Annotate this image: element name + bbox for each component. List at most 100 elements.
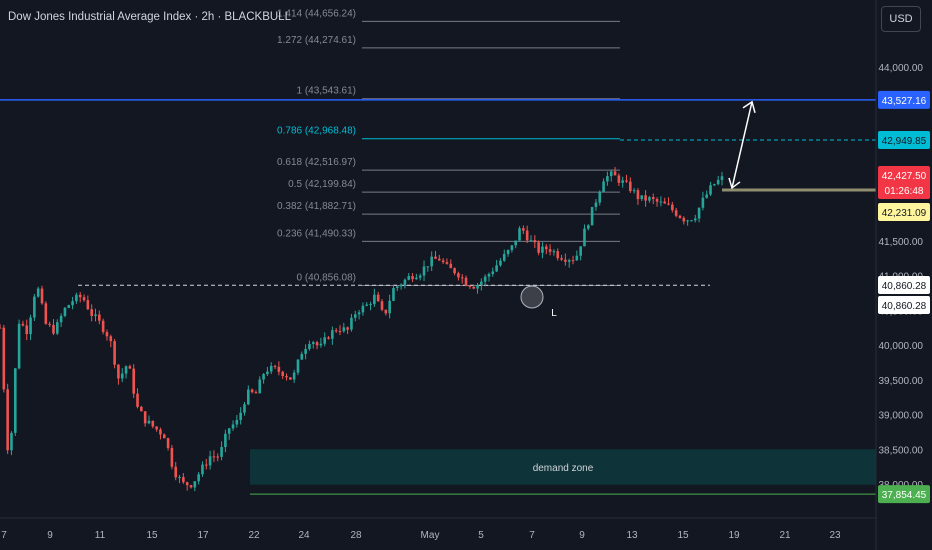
y-axis-tick-label: 40,000.00 <box>879 341 924 352</box>
candle <box>629 181 632 192</box>
y-axis-tick-label: 41,500.00 <box>879 237 924 248</box>
candle <box>502 253 506 261</box>
candle <box>518 228 521 241</box>
candle <box>667 203 670 205</box>
candle <box>235 419 239 425</box>
candle <box>109 336 113 342</box>
candle <box>544 246 548 250</box>
candle <box>609 171 613 177</box>
candle <box>548 249 552 252</box>
price-label-green <box>878 485 930 504</box>
candle <box>533 240 537 243</box>
candle <box>613 171 617 176</box>
candle <box>655 199 659 202</box>
candle <box>709 185 712 195</box>
candle <box>155 426 158 430</box>
candle <box>143 411 147 424</box>
x-axis-tick-label: 7 <box>529 530 535 541</box>
candle <box>285 376 288 378</box>
candle <box>40 288 44 304</box>
candle <box>6 389 9 451</box>
candle <box>67 305 71 308</box>
candle <box>556 251 560 259</box>
candle <box>273 365 277 367</box>
projection-arrow-head <box>742 100 756 114</box>
candle <box>239 412 242 420</box>
candle <box>392 288 395 301</box>
y-axis-tick-label: 44,000.00 <box>879 63 924 74</box>
candle <box>300 353 304 360</box>
candle <box>418 275 422 278</box>
low-marker-circle[interactable] <box>520 285 544 309</box>
candle <box>361 305 365 313</box>
candle <box>564 259 567 262</box>
candle <box>342 327 346 332</box>
candle <box>464 277 468 286</box>
candle <box>128 366 132 369</box>
x-axis-tick-label: May <box>421 530 440 541</box>
candle <box>640 195 644 200</box>
price-label-text: 40,860.28 <box>882 281 927 292</box>
price-label-text: 42,427.50 <box>882 171 927 182</box>
price-label-text: 42,949.85 <box>882 136 927 147</box>
x-axis-tick-label: 24 <box>298 530 310 541</box>
x-axis-tick-label: 28 <box>350 530 362 541</box>
candle <box>583 228 586 247</box>
candle <box>90 309 93 316</box>
candle <box>438 258 441 261</box>
candle <box>369 304 372 306</box>
candle <box>449 263 453 269</box>
candle <box>117 364 120 379</box>
candle <box>476 284 479 289</box>
x-axis-tick-label: 11 <box>95 530 106 541</box>
candle <box>552 251 556 253</box>
candle <box>277 366 281 372</box>
candle <box>193 481 197 488</box>
candle <box>292 372 296 380</box>
candle <box>140 406 143 412</box>
price-label-text: 01:26:48 <box>885 186 924 197</box>
candle <box>29 317 32 335</box>
candle <box>75 294 78 302</box>
candle <box>247 389 250 405</box>
candle <box>395 286 399 289</box>
candle <box>63 307 67 316</box>
fib-level-label: 0.236 (41,490.33) <box>277 228 356 239</box>
candle <box>162 434 166 439</box>
candle <box>48 323 51 325</box>
low-marker-label: L <box>551 308 557 319</box>
candle <box>120 373 124 379</box>
candle <box>132 368 136 394</box>
fib-level-label: 0.382 (41,882.71) <box>277 201 356 212</box>
demand-zone[interactable] <box>250 449 876 485</box>
candle <box>224 433 227 448</box>
candle <box>575 255 579 261</box>
candle <box>254 392 258 394</box>
candle <box>651 197 655 200</box>
candle <box>514 240 518 246</box>
price-label-countdown <box>878 181 930 199</box>
candle <box>483 276 487 282</box>
candle <box>720 176 724 180</box>
price-label-text: 40,860.28 <box>882 301 927 312</box>
candle <box>308 343 311 349</box>
x-axis-tick-label: 9 <box>47 530 53 541</box>
candle <box>594 202 598 207</box>
candle <box>281 371 284 377</box>
candle <box>216 456 220 458</box>
candle <box>220 447 223 457</box>
currency-button[interactable]: USD <box>881 6 921 32</box>
candle <box>632 190 636 192</box>
fib-level-label: 0.5 (42,199.84) <box>288 179 356 190</box>
price-label-blue <box>878 90 930 109</box>
candle <box>21 323 25 326</box>
candle <box>197 474 200 482</box>
projection-arrow[interactable] <box>731 101 753 189</box>
fib-level-label: 0.618 (42,516.97) <box>277 157 356 168</box>
candle <box>430 256 433 267</box>
candle <box>480 281 483 285</box>
candle <box>94 314 97 316</box>
candle <box>334 330 338 332</box>
